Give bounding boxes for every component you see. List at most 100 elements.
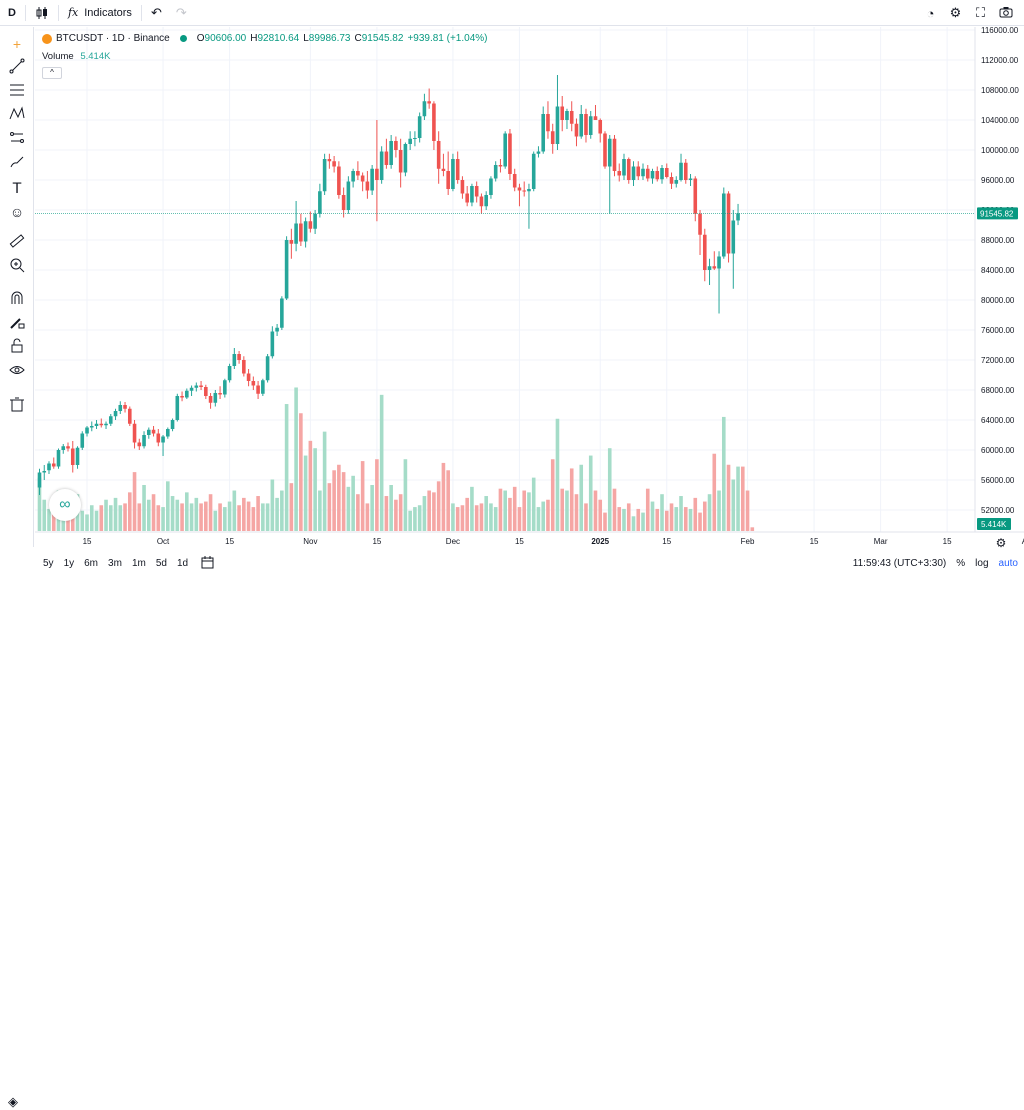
indicators-button[interactable]: fx Indicators — [61, 0, 139, 26]
settings-button[interactable]: ⚙ — [943, 5, 968, 21]
volume-bar — [432, 492, 436, 531]
volume-bar — [204, 501, 208, 531]
remove-drawings-tool[interactable] — [7, 396, 27, 416]
percent-toggle[interactable]: % — [956, 558, 966, 569]
volume-bar — [626, 503, 631, 531]
hide-drawings-tool[interactable] — [7, 362, 27, 382]
magnet-tool[interactable] — [7, 290, 27, 310]
candle-body — [550, 131, 555, 144]
range-3m[interactable]: 3m — [108, 558, 122, 569]
fullscreen-button[interactable]: ⛶ — [968, 5, 993, 21]
candle-body — [318, 191, 322, 214]
candle-body — [669, 177, 674, 184]
timezone-clock[interactable]: 11:59:43 (UTC+3:30) — [852, 558, 947, 569]
volume-bar — [156, 505, 161, 531]
toolbar-right-group: ◔ ⚙ ⛶ — [918, 0, 1018, 26]
candle-body — [194, 385, 199, 388]
snapshot-button[interactable] — [993, 6, 1018, 21]
pattern-tool[interactable] — [7, 106, 27, 126]
undo-button[interactable]: ↶ — [144, 0, 169, 26]
candle-body — [650, 171, 655, 179]
bottom-toolbar: ◈ 5y 1y 6m 3m 1m 5d 1d 11:59:43 (UTC+3:3… — [0, 551, 1024, 1109]
volume-bar — [622, 508, 626, 531]
candle-body — [313, 213, 317, 229]
fib-tool[interactable] — [7, 82, 27, 102]
range-1d[interactable]: 1d — [176, 558, 189, 569]
candle-body — [664, 168, 669, 177]
volume-bar — [569, 468, 574, 531]
collapse-legend-button[interactable]: ^ — [42, 67, 62, 79]
candle-body — [180, 396, 184, 398]
candle-body — [270, 331, 275, 357]
fib-retracement-icon — [10, 84, 24, 96]
eye-icon — [9, 366, 25, 374]
range-5y[interactable]: 5y — [43, 558, 54, 569]
volume-bar — [417, 505, 422, 531]
forecast-icon — [10, 132, 24, 143]
volume-bar — [394, 499, 398, 531]
tradingview-logo-button[interactable]: ∞ — [49, 489, 81, 521]
symbol-title[interactable]: BTCUSDT · 1D · Binance — [56, 33, 170, 44]
volume-bar — [356, 494, 360, 531]
time-axis[interactable]: 15Oct15Nov15Dec15202515Feb15Mar15Apr15Ma — [35, 531, 1024, 546]
candle-body — [603, 133, 607, 167]
candle-body — [522, 190, 527, 192]
magnet-icon — [11, 291, 23, 304]
toolbar-divider — [57, 4, 59, 21]
candle-body — [379, 151, 384, 180]
price-chart[interactable]: 116000.00 112000.00 108000.00 104000.00 1000… — [0, 0, 1024, 576]
volume-bar — [422, 496, 427, 531]
candle-body — [384, 151, 389, 165]
volume-bar — [674, 507, 679, 531]
volume-bar — [441, 462, 446, 531]
trend-line-tool[interactable] — [7, 58, 27, 78]
range-1m[interactable]: 1m — [131, 558, 146, 569]
candle-body — [275, 327, 279, 332]
volume-bars — [37, 387, 755, 531]
volume-bar — [175, 499, 180, 531]
emoji-tool[interactable]: ☺ — [7, 202, 27, 222]
range-1y[interactable]: 1y — [63, 558, 75, 569]
candle-body — [565, 111, 569, 120]
candle-body — [631, 166, 636, 180]
brush-tool[interactable] — [7, 154, 27, 174]
candlesticks — [37, 75, 740, 495]
volume-bar — [484, 496, 488, 531]
candle-body — [451, 159, 455, 189]
volume-bar — [146, 499, 151, 531]
candle-body — [322, 159, 327, 192]
measure-tool[interactable] — [7, 233, 27, 253]
candle-body — [413, 138, 417, 139]
time-tick-label: 2025 — [591, 537, 609, 546]
stay-in-drawing-tool[interactable] — [7, 314, 27, 334]
chart-type-button[interactable] — [28, 0, 56, 26]
range-5d[interactable]: 5d — [155, 558, 167, 569]
quick-search-button[interactable]: ◔ — [918, 6, 943, 21]
axis-settings-button[interactable]: ⚙ — [992, 534, 1010, 552]
price-axis[interactable]: 116000.00 112000.00 108000.00 104000.00 1000… — [974, 26, 1024, 532]
candle-body — [142, 435, 146, 447]
log-toggle[interactable]: log — [975, 558, 989, 569]
text-tool[interactable]: T — [7, 178, 27, 198]
candle-body — [626, 159, 631, 180]
volume-label[interactable]: Volume — [42, 51, 74, 62]
range-6m[interactable]: 6m — [84, 558, 99, 569]
object-tree-button[interactable]: ◈ — [8, 1094, 18, 1110]
auto-scale-toggle[interactable]: auto — [998, 558, 1018, 569]
candle-body — [332, 161, 336, 167]
volume-bar — [289, 483, 294, 531]
symbol-search-button[interactable]: D — [8, 6, 16, 19]
volume-bar — [127, 492, 132, 531]
drawing-toolbar: + T ☺ — [0, 27, 34, 547]
volume-bar — [375, 459, 379, 531]
volume-bar — [740, 466, 745, 531]
zoom-tool[interactable] — [7, 257, 27, 277]
redo-button[interactable]: ↷ — [169, 0, 194, 26]
goto-date-button[interactable] — [201, 555, 214, 572]
volume-bar — [303, 455, 308, 531]
candle-body — [80, 433, 85, 448]
lock-drawings-tool[interactable] — [7, 338, 27, 358]
crosshair-tool[interactable]: + — [7, 34, 27, 54]
prediction-tool[interactable] — [7, 130, 27, 150]
chart-grid — [35, 27, 975, 532]
